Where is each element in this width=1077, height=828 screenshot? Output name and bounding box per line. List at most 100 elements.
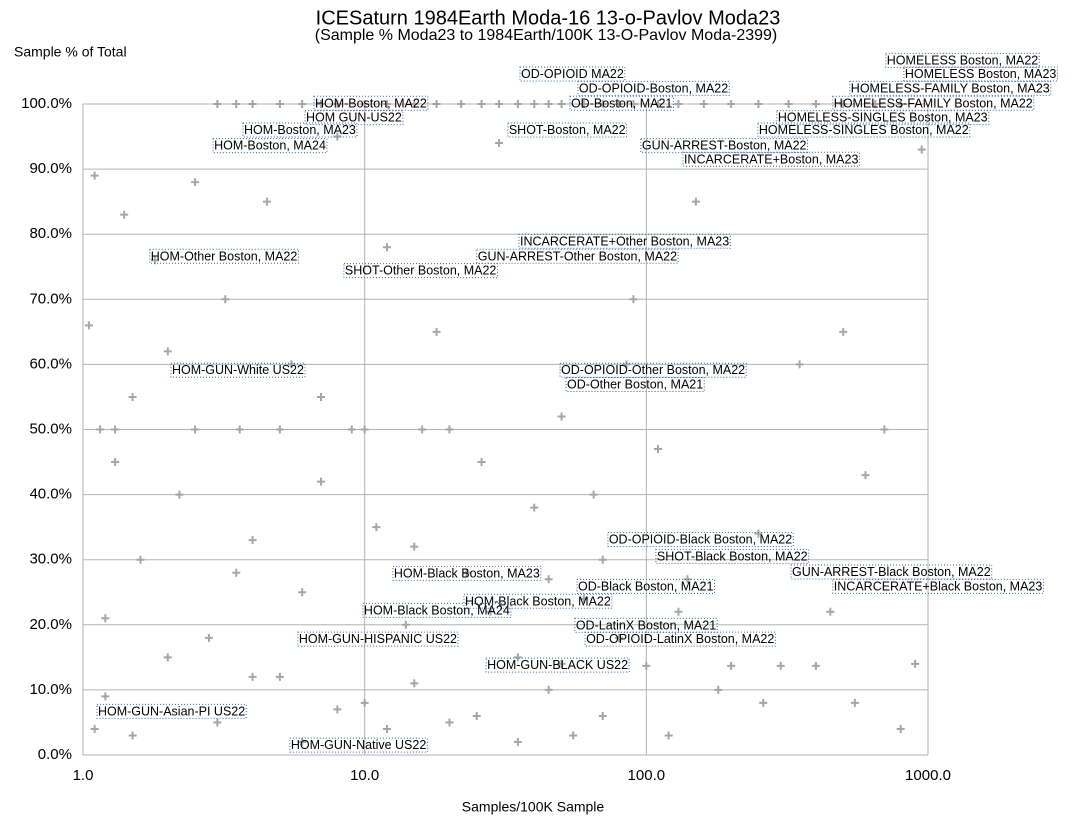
point bbox=[347, 425, 356, 434]
point bbox=[360, 425, 369, 434]
point bbox=[629, 100, 638, 108]
point bbox=[861, 471, 870, 480]
annotation: HOM-GUN-Native US22 bbox=[291, 738, 426, 752]
annotation: SHOT-Black Boston, MA22 bbox=[657, 549, 808, 563]
point bbox=[896, 100, 905, 108]
annotation: HOM-Black Boston, MA24 bbox=[364, 603, 510, 617]
point bbox=[911, 659, 920, 668]
label-box bbox=[304, 110, 404, 126]
chart-subtitle: (Sample % Moda23 to 1984Earth/100K 13-O-… bbox=[315, 27, 777, 44]
point bbox=[615, 100, 624, 108]
point bbox=[410, 679, 419, 688]
point bbox=[486, 607, 495, 616]
point bbox=[544, 100, 553, 108]
chart-title: ICESaturn 1984Earth Moda-16 13-o-Pavlov … bbox=[316, 7, 781, 29]
point bbox=[333, 705, 342, 714]
x-axis-label: Samples/100K Sample bbox=[462, 799, 605, 815]
point bbox=[96, 425, 105, 434]
y-tick-label: 80.0% bbox=[29, 225, 72, 242]
point bbox=[401, 620, 410, 629]
point bbox=[727, 661, 736, 670]
point bbox=[513, 100, 522, 108]
point bbox=[213, 718, 222, 727]
annotation: HOM-GUN-BLACK US22 bbox=[487, 658, 628, 672]
annotation: HOMELESS Boston, MA23 bbox=[905, 67, 1057, 81]
label-box bbox=[832, 578, 1044, 594]
point bbox=[544, 685, 553, 694]
annotation: OD-OPIOID-LatinX Boston, MA22 bbox=[586, 632, 774, 646]
point bbox=[776, 661, 785, 670]
y-tick-label: 90.0% bbox=[29, 160, 72, 177]
point bbox=[90, 171, 99, 180]
point bbox=[880, 425, 889, 434]
point bbox=[589, 490, 598, 499]
point bbox=[111, 425, 120, 434]
point bbox=[871, 100, 880, 108]
point bbox=[727, 100, 736, 108]
annotation: OD-Boston, MA21 bbox=[571, 96, 672, 110]
annotation: OD-Black Boston, MA21 bbox=[578, 579, 714, 593]
point bbox=[382, 724, 391, 733]
label-box bbox=[149, 248, 299, 264]
annotation: HOMELESS-FAMILY Boston, MA22 bbox=[834, 96, 1033, 110]
point bbox=[557, 100, 566, 108]
point bbox=[477, 458, 486, 467]
label-box bbox=[507, 122, 628, 138]
label-box bbox=[518, 233, 731, 249]
point bbox=[615, 633, 624, 642]
annotation: OD-Other Boston, MA21 bbox=[567, 378, 703, 392]
point bbox=[191, 178, 200, 187]
label-box bbox=[519, 66, 626, 82]
point bbox=[298, 588, 307, 597]
point bbox=[287, 360, 296, 369]
point bbox=[275, 672, 284, 681]
point bbox=[232, 100, 241, 108]
y-tick-label: 30.0% bbox=[29, 551, 72, 568]
point bbox=[622, 360, 631, 369]
point bbox=[598, 100, 607, 108]
point bbox=[191, 425, 200, 434]
point bbox=[477, 100, 486, 108]
label-box bbox=[757, 122, 971, 138]
annotation: HOMELESS Boston, MA22 bbox=[887, 53, 1039, 67]
point bbox=[495, 139, 504, 148]
x-tick-label: 10.0 bbox=[350, 767, 379, 784]
point bbox=[896, 724, 905, 733]
label-box bbox=[655, 548, 810, 564]
point bbox=[372, 523, 381, 532]
annotation: OD-LatinX Boston, MA21 bbox=[576, 618, 716, 632]
point bbox=[136, 555, 145, 564]
point bbox=[90, 724, 99, 733]
point bbox=[298, 737, 307, 746]
point bbox=[101, 692, 110, 701]
point bbox=[754, 529, 763, 538]
point bbox=[683, 575, 692, 584]
x-tick-label: 1000.0 bbox=[905, 767, 951, 784]
label-box bbox=[96, 703, 247, 719]
point bbox=[557, 412, 566, 421]
annotation: SHOT-Other Boston, MA22 bbox=[345, 264, 496, 278]
point bbox=[432, 100, 441, 108]
annotation: INCARCERATE+Boston, MA23 bbox=[684, 152, 859, 166]
label-box bbox=[640, 138, 809, 154]
label-box bbox=[289, 737, 428, 753]
label-box bbox=[682, 151, 860, 167]
label-box bbox=[565, 377, 705, 393]
label-box bbox=[485, 657, 630, 673]
point bbox=[445, 718, 454, 727]
point bbox=[653, 100, 662, 108]
point bbox=[714, 685, 723, 694]
point bbox=[213, 100, 222, 108]
point bbox=[544, 575, 553, 584]
point bbox=[839, 327, 848, 336]
point bbox=[101, 614, 110, 623]
y-tick-label: 40.0% bbox=[29, 486, 72, 503]
annotation: HOMELESS-FAMILY Boston, MA23 bbox=[851, 81, 1050, 95]
y-tick-label: 0.0% bbox=[38, 746, 72, 763]
annotation: HOM-Boston, MA22 bbox=[315, 96, 427, 110]
point bbox=[382, 243, 391, 252]
point bbox=[317, 477, 326, 486]
point bbox=[432, 327, 441, 336]
